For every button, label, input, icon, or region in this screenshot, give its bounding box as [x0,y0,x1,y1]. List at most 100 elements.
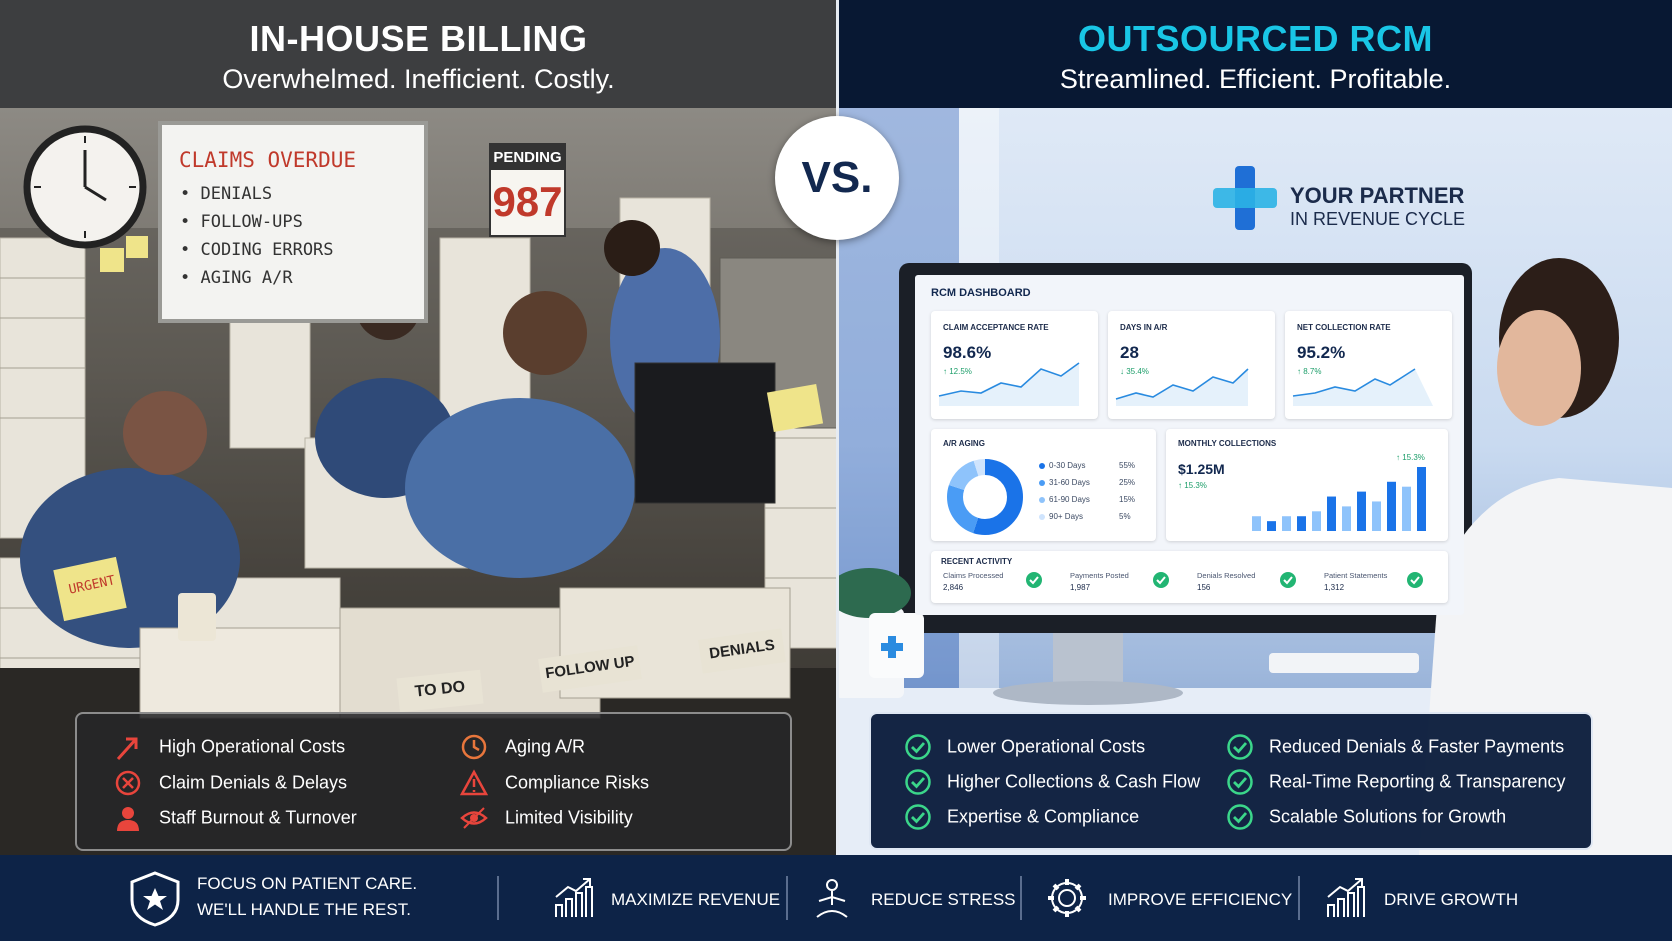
whiteboard-heading: CLAIMS OVERDUE [179,148,357,172]
benefit-text: Lower Operational Costs [947,736,1146,757]
collections-title: MONTHLY COLLECTIONS [1178,439,1277,448]
bar [1402,486,1411,531]
footer-divider [786,876,788,920]
kpi-value: 98.6% [943,343,992,362]
aging-title: A/R AGING [943,439,985,448]
activity-value: 1,987 [1070,583,1091,592]
footer-divider [1298,876,1300,920]
aging-label: 90+ Days [1049,512,1084,521]
sign-number: 987 [492,178,563,225]
bar [1387,481,1396,531]
legend-dot [1039,463,1045,469]
bar [1297,516,1306,531]
left-header: IN-HOUSE BILLING Overwhelmed. Inefficien… [0,0,837,108]
scene-art [0,121,837,855]
activity-title: RECENT ACTIVITY [941,557,1013,566]
logo-line1: YOUR PARTNER [1290,183,1465,208]
benefit-text: Expertise & Compliance [947,806,1140,827]
kpi-value: 95.2% [1297,343,1346,362]
benefit-text: Scalable Solutions for Growth [1269,806,1507,827]
aging-label: 0-30 Days [1049,461,1086,470]
issue-icon [460,807,488,829]
kpi-card: NET COLLECTION RATE 95.2% ↑ 8.7% [1285,311,1452,419]
legend-dot [1039,480,1045,486]
bar-chart [1252,467,1426,531]
donut-segment [947,459,1023,535]
footer-icon [816,879,848,918]
footer-item: REDUCE STRESS [871,890,1016,909]
issue-text: Limited Visibility [505,807,633,828]
tagline: WE'LL HANDLE THE REST. [197,900,411,919]
issue-icon [461,734,487,760]
activity-value: 2,846 [943,583,964,592]
issue-icon [117,807,139,831]
check-icon [905,769,931,795]
bar [1357,491,1366,531]
footer-item: IMPROVE EFFICIENCY [1108,890,1293,909]
footer-icon [1327,878,1365,917]
vs-badge: VS. [775,116,899,240]
bar [1327,496,1336,531]
bar [1417,467,1426,531]
collections-card: MONTHLY COLLECTIONS ↑ 15.3% $1.25M ↑ 15.3% [1166,429,1448,541]
dashboard: RCM DASHBOARD CLAIM ACCEPTANCE RATE 98.6% ↑… [915,275,1464,615]
activity-check [1153,572,1169,588]
footer-icon [555,878,593,917]
sign-label: PENDING [493,149,562,166]
activity-label: Denials Resolved [1197,571,1256,580]
donut-segment [947,459,1023,535]
activity-check [1026,572,1042,588]
left-subtitle: Overwhelmed. Inefficient. Costly. [222,64,615,94]
activity-value: 156 [1197,583,1211,592]
left-scene: CLAIMS OVERDUE • DENIALS • FOLLOW-UPS • CO… [0,108,837,855]
benefit-text: Reduced Denials & Faster Payments [1269,736,1565,757]
donut [947,459,1023,535]
whiteboard-item: • DENIALS [180,184,273,204]
bar [1342,506,1351,531]
whiteboard-item: • CODING ERRORS [180,240,334,260]
sparkline [1115,368,1249,406]
kpi-card: CLAIM ACCEPTANCE RATE 98.6% ↑ 12.5% [931,311,1098,419]
whiteboard-item: • FOLLOW-UPS [180,212,303,232]
aging-share: 55% [1119,461,1136,470]
dashboard-title: RCM DASHBOARD [931,287,1031,299]
aging-share: 25% [1119,478,1136,487]
sparkline [938,362,1080,406]
benefits-box: Lower Operational Costs Higher Collection… [869,712,1593,850]
tagline: FOCUS ON PATIENT CARE. [197,874,418,893]
footer-divider [1020,876,1022,920]
kpi-value: 28 [1120,343,1139,362]
activity-check [1280,572,1296,588]
issue-icon [460,769,488,796]
right-subtitle: Streamlined. Efficient. Profitable. [1059,64,1452,94]
vs-text: VS. [801,153,873,202]
activity-label: Claims Processed [943,571,1004,580]
kpi-label: DAYS IN A/R [1120,323,1168,332]
aging-card: A/R AGING 0-30 Days 55% 31-60 Days 25% 61-90 … [931,429,1156,541]
shield-icon [130,871,180,927]
issue-icon [116,737,138,761]
kpi-label: CLAIM ACCEPTANCE RATE [943,323,1049,332]
bar [1252,516,1261,531]
whiteboard-item: • AGING A/R [180,268,293,288]
whiteboard-items: • DENIALS • FOLLOW-UPS • CODING ERRORS • AG… [180,184,334,296]
sparkline [1292,368,1433,406]
issues-box: High Operational Costs Claim Denials & De… [75,712,792,851]
kpi-card: DAYS IN A/R 28 ↓ 35.4% [1108,311,1275,419]
aging-label: 31-60 Days [1049,478,1090,487]
activity-card: RECENT ACTIVITY Claims Processed 2,846 Paym… [931,551,1448,603]
issue-icon [115,770,141,796]
kpi-change: ↓ 35.4% [1120,367,1149,376]
check-icon [1227,804,1253,830]
bar [1312,511,1321,531]
legend-dot [1039,514,1045,520]
footer-item: DRIVE GROWTH [1384,890,1519,909]
kpi-change: ↑ 8.7% [1297,367,1322,376]
check-icon [905,804,931,830]
activity-value: 1,312 [1324,583,1345,592]
logo-line2: IN REVENUE CYCLE [1290,209,1466,229]
check-icon [1227,734,1253,760]
footer-item: MAXIMIZE REVENUE [611,890,781,909]
activity-label: Patient Statements [1324,571,1388,580]
